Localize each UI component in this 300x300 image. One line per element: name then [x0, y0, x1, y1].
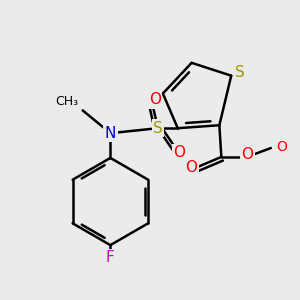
- Text: O: O: [149, 92, 161, 107]
- Text: O: O: [241, 147, 253, 162]
- Text: O: O: [185, 160, 197, 175]
- Text: O: O: [173, 146, 185, 160]
- Text: O: O: [277, 140, 287, 154]
- Text: CH₃: CH₃: [55, 94, 78, 107]
- Text: S: S: [235, 65, 245, 80]
- Text: S: S: [153, 121, 163, 136]
- Text: F: F: [106, 250, 115, 265]
- Text: N: N: [105, 126, 116, 141]
